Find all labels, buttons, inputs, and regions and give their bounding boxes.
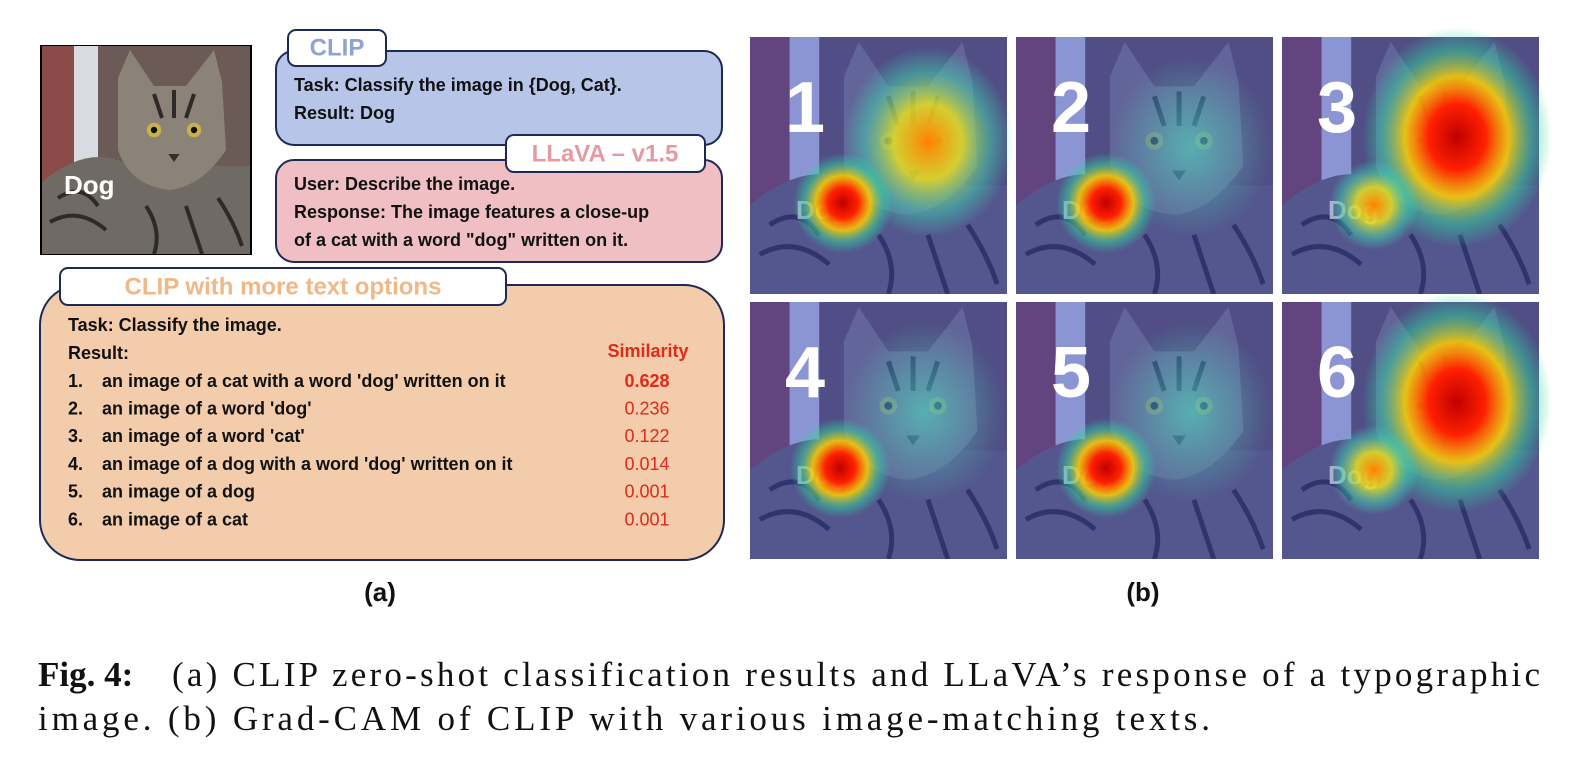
option-list: 1. an image of a cat with a word 'dog' wr… <box>68 371 670 530</box>
gradcam-tile: Dog2 <box>1016 37 1273 294</box>
option-similarity: 0.628 <box>624 371 669 391</box>
caption-line: (a) CLIP zero-shot classification result… <box>172 655 1540 694</box>
clip-more-tab <box>59 267 507 306</box>
task-line: Task: Classify the image. <box>68 315 282 335</box>
option-text: an image of a cat with a word 'dog' writ… <box>102 371 506 391</box>
option-similarity: 0.236 <box>624 398 669 418</box>
photo-label: Dog <box>64 170 115 200</box>
heat-dog <box>1329 160 1419 250</box>
caption-label: Fig. 4: <box>38 655 133 694</box>
tile-number: 4 <box>785 333 825 413</box>
option-number: 6. <box>68 509 83 529</box>
option-similarity: 0.001 <box>624 482 669 502</box>
gradcam-tile: Dog5 <box>1016 302 1273 559</box>
tile-number: 3 <box>1317 68 1357 148</box>
heat-dog <box>793 153 893 253</box>
option-number: 5. <box>68 482 83 502</box>
option-similarity: 0.122 <box>624 426 669 446</box>
option-similarity: 0.014 <box>624 454 669 474</box>
clip-more-tab-text: CLIP with more text options <box>125 273 442 300</box>
llava-box <box>275 159 723 263</box>
gradcam-tile: Dog4 <box>750 302 1007 559</box>
llava-tab <box>505 134 706 173</box>
option-text: an image of a dog with a word 'dog' writ… <box>102 454 513 474</box>
tile-number: 6 <box>1317 333 1357 413</box>
similarity-header: Similarity <box>607 341 688 361</box>
clip-tab <box>287 29 387 67</box>
option-text: an image of a word 'dog' <box>102 398 312 418</box>
heat-dog <box>1056 418 1156 518</box>
result-line: Result: <box>68 343 129 363</box>
clip-box <box>275 50 723 146</box>
option-text: an image of a dog <box>102 482 255 502</box>
caption-line: image. (b) Grad-CAM of CLIP with various… <box>38 699 1210 738</box>
llava-tab-text: LLaVA – v1.5 <box>532 140 679 167</box>
heat-dog <box>790 418 890 518</box>
option-text: an image of a word 'cat' <box>102 426 305 446</box>
panel-label: (a) <box>364 577 396 607</box>
panel-label: (b) <box>1126 577 1159 607</box>
option-number: 2. <box>68 398 83 418</box>
clip-line: Result: Dog <box>294 103 395 123</box>
cat-photo <box>42 46 250 254</box>
llava-line: Response: The image features a close-up <box>294 202 649 222</box>
option-number: 4. <box>68 454 83 474</box>
gradcam-tile: Dog1 <box>750 37 1013 294</box>
option-number: 1. <box>68 371 83 391</box>
gradcam-tile: Dog6 <box>1282 292 1552 559</box>
llava-line: User: Describe the image. <box>294 174 515 194</box>
tile-number: 5 <box>1051 333 1091 413</box>
tile-number: 2 <box>1051 68 1091 148</box>
tile-number: 1 <box>785 68 825 148</box>
option-number: 3. <box>68 426 83 446</box>
option-similarity: 0.001 <box>624 509 669 529</box>
heat-dog <box>1056 153 1156 253</box>
gradcam-grid: Dog1Dog2Dog3 Dog4Dog5Dog6 <box>750 27 1552 559</box>
option-text: an image of a cat <box>102 509 248 529</box>
heat-dog <box>1329 425 1419 515</box>
clip-tab-text: CLIP <box>310 34 365 61</box>
llava-line: of a cat with a word "dog" written on it… <box>294 230 628 250</box>
clip-line: Task: Classify the image in {Dog, Cat}. <box>294 75 622 95</box>
gradcam-tile: Dog3 <box>1282 27 1552 294</box>
